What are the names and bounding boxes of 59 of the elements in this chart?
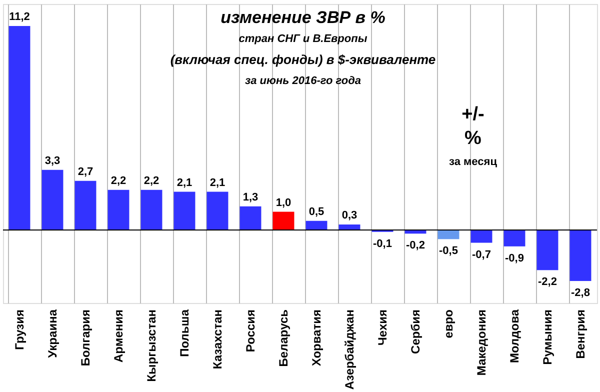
data-label: -0,1 (373, 238, 392, 250)
bar (8, 26, 30, 230)
text: (включая спец. фонды) в $-эквиваленте (170, 52, 436, 67)
bar (206, 192, 228, 230)
x-tick-label: Казахстан (210, 310, 224, 370)
x-tick-label: Хорватия (310, 310, 324, 366)
annotation: +/- (462, 104, 484, 125)
data-label: 2,1 (210, 176, 226, 189)
bar (174, 192, 196, 230)
data-label: -0,7 (472, 248, 491, 261)
bar (438, 230, 460, 240)
annotation: % (464, 128, 482, 149)
data-label: -2,2 (538, 276, 557, 288)
x-tick-label: Украина (46, 309, 60, 358)
annotation: за месяц (449, 156, 498, 168)
bar (240, 206, 262, 230)
data-label: 3,3 (44, 154, 60, 167)
bar (536, 230, 558, 270)
data-label: 1,3 (242, 191, 258, 204)
data-label: -0,9 (505, 252, 524, 264)
x-tick-label: Беларусь (276, 310, 290, 367)
text: стран СНГ и В.Европы (238, 33, 368, 45)
x-tick-label: Молдова (508, 309, 522, 363)
x-tick-label: Россия (244, 310, 258, 352)
text: за июнь 2016-го года (245, 75, 361, 87)
bar (570, 230, 592, 281)
bar (306, 220, 328, 230)
x-tick-label: Македония (474, 310, 488, 376)
bar (74, 180, 96, 230)
chart-title: изменение ЗВР в % (220, 8, 386, 27)
x-tick-label: Сербия (408, 310, 422, 354)
x-tick-label: Болгария (78, 310, 92, 366)
x-tick-label: Чехия (376, 310, 390, 346)
bar (470, 230, 492, 243)
bar (42, 170, 64, 230)
data-label: -2,8 (571, 287, 590, 299)
data-label: 2,2 (110, 174, 126, 187)
bar (140, 190, 162, 230)
data-label: 1,0 (276, 196, 292, 209)
bar (272, 212, 294, 230)
data-label: 2,7 (78, 166, 94, 178)
x-tick-label: Азербайджан (342, 310, 356, 390)
x-tick-label: Румыния (540, 310, 554, 365)
x-tick-label: Грузия (12, 310, 26, 350)
data-label: 0,5 (308, 206, 324, 218)
x-tick-label: Армения (112, 310, 126, 363)
data-label: -0,2 (406, 240, 425, 252)
x-tick-label: Венгрия (574, 310, 588, 359)
data-label: -0,5 (439, 245, 458, 258)
data-label: 2,1 (176, 176, 192, 189)
x-tick-label: Кыргызстан (144, 310, 158, 382)
x-tick-label: евро (442, 310, 456, 338)
data-label: 0,3 (342, 210, 358, 222)
bar (108, 190, 130, 230)
data-label: 11,2 (9, 11, 30, 23)
bar (338, 224, 360, 230)
bar (504, 230, 526, 246)
data-label: 2,2 (144, 174, 160, 187)
x-tick-label: Польша (178, 309, 192, 357)
